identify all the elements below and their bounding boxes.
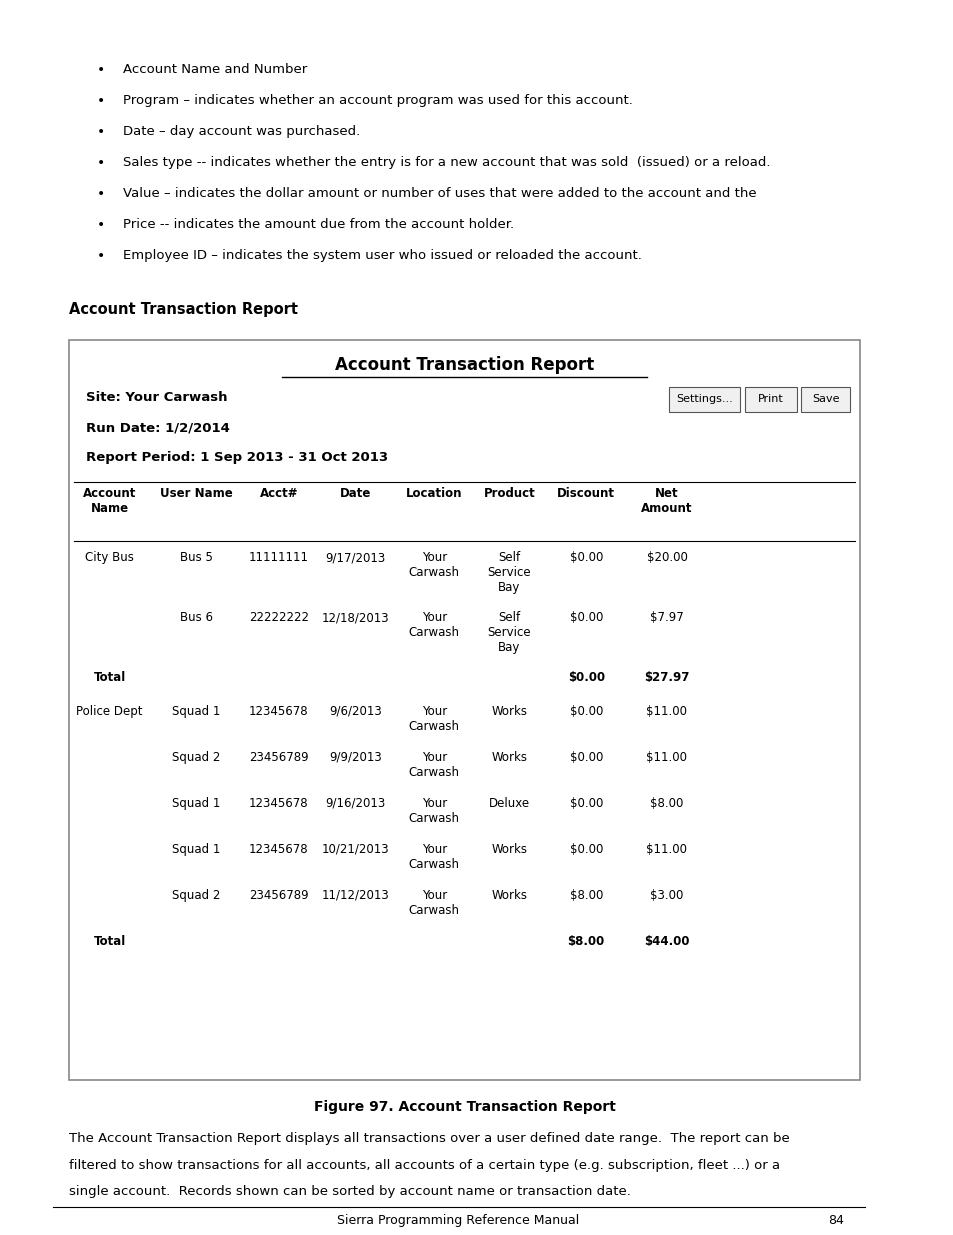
Text: Report Period: 1 Sep 2013 - 31 Oct 2013: Report Period: 1 Sep 2013 - 31 Oct 2013 xyxy=(87,451,388,464)
Text: Total: Total xyxy=(93,671,126,684)
Text: $3.00: $3.00 xyxy=(650,889,683,902)
Text: Value – indicates the dollar amount or number of uses that were added to the acc: Value – indicates the dollar amount or n… xyxy=(123,186,756,200)
Text: $0.00: $0.00 xyxy=(569,551,602,564)
Text: Settings...: Settings... xyxy=(676,394,732,404)
Text: filtered to show transactions for all accounts, all accounts of a certain type (: filtered to show transactions for all ac… xyxy=(70,1158,780,1172)
Text: $0.00: $0.00 xyxy=(569,751,602,764)
Text: Your
Carwash: Your Carwash xyxy=(409,844,459,871)
Text: Run Date: 1/2/2014: Run Date: 1/2/2014 xyxy=(87,421,230,433)
Text: 12345678: 12345678 xyxy=(249,705,308,718)
Text: 11/12/2013: 11/12/2013 xyxy=(321,889,389,902)
Text: Account Name and Number: Account Name and Number xyxy=(123,63,307,77)
Text: $11.00: $11.00 xyxy=(646,705,687,718)
Text: Your
Carwash: Your Carwash xyxy=(409,751,459,779)
FancyBboxPatch shape xyxy=(744,387,796,411)
Text: $7.97: $7.97 xyxy=(649,611,683,624)
Text: City Bus: City Bus xyxy=(85,551,133,564)
Text: Price -- indicates the amount due from the account holder.: Price -- indicates the amount due from t… xyxy=(123,219,514,231)
Text: Works: Works xyxy=(491,705,527,718)
FancyBboxPatch shape xyxy=(801,387,848,411)
Text: Deluxe: Deluxe xyxy=(488,797,529,810)
Text: 9/9/2013: 9/9/2013 xyxy=(329,751,381,764)
Text: Works: Works xyxy=(491,751,527,764)
Text: 12345678: 12345678 xyxy=(249,797,308,810)
Text: Squad 2: Squad 2 xyxy=(172,751,220,764)
Text: $0.00: $0.00 xyxy=(569,844,602,856)
Text: Self
Service
Bay: Self Service Bay xyxy=(487,611,531,655)
Text: Your
Carwash: Your Carwash xyxy=(409,611,459,638)
Text: Sales type -- indicates whether the entry is for a new account that was sold  (i: Sales type -- indicates whether the entr… xyxy=(123,156,770,169)
Text: 12/18/2013: 12/18/2013 xyxy=(321,611,389,624)
Text: Account
Name: Account Name xyxy=(83,487,136,515)
Text: 9/16/2013: 9/16/2013 xyxy=(325,797,385,810)
Text: The Account Transaction Report displays all transactions over a user defined dat: The Account Transaction Report displays … xyxy=(70,1132,789,1145)
Text: Employee ID – indicates the system user who issued or reloaded the account.: Employee ID – indicates the system user … xyxy=(123,249,641,262)
Text: Squad 1: Squad 1 xyxy=(172,797,220,810)
Text: 10/21/2013: 10/21/2013 xyxy=(321,844,389,856)
Text: $44.00: $44.00 xyxy=(643,935,689,948)
Text: Your
Carwash: Your Carwash xyxy=(409,889,459,918)
Text: Date – day account was purchased.: Date – day account was purchased. xyxy=(123,125,360,138)
Text: Squad 1: Squad 1 xyxy=(172,844,220,856)
Text: 84: 84 xyxy=(827,1214,843,1228)
Text: Account Transaction Report: Account Transaction Report xyxy=(335,356,594,374)
Text: $0.00: $0.00 xyxy=(569,611,602,624)
Text: Acct#: Acct# xyxy=(259,487,297,500)
Text: User Name: User Name xyxy=(159,487,233,500)
Text: 23456789: 23456789 xyxy=(249,751,308,764)
Text: single account.  Records shown can be sorted by account name or transaction date: single account. Records shown can be sor… xyxy=(70,1186,630,1198)
Text: $0.00: $0.00 xyxy=(569,797,602,810)
Text: •: • xyxy=(96,219,105,232)
Text: Product: Product xyxy=(483,487,535,500)
Text: $27.97: $27.97 xyxy=(643,671,689,684)
Text: Self
Service
Bay: Self Service Bay xyxy=(487,551,531,594)
Text: $0.00: $0.00 xyxy=(567,671,604,684)
Text: 11111111: 11111111 xyxy=(249,551,309,564)
Text: •: • xyxy=(96,249,105,263)
Text: •: • xyxy=(96,63,105,77)
Text: Program – indicates whether an account program was used for this account.: Program – indicates whether an account p… xyxy=(123,94,632,107)
Text: Bus 5: Bus 5 xyxy=(179,551,213,564)
Text: 23456789: 23456789 xyxy=(249,889,308,902)
Text: Police Dept: Police Dept xyxy=(76,705,143,718)
Text: 12345678: 12345678 xyxy=(249,844,308,856)
Text: Works: Works xyxy=(491,889,527,902)
Text: Account Transaction Report: Account Transaction Report xyxy=(70,303,298,317)
FancyBboxPatch shape xyxy=(668,387,740,411)
Text: Discount: Discount xyxy=(557,487,615,500)
Text: Net
Amount: Net Amount xyxy=(640,487,692,515)
Text: Figure 97. Account Transaction Report: Figure 97. Account Transaction Report xyxy=(314,1100,615,1114)
Text: 22222222: 22222222 xyxy=(249,611,309,624)
Text: Total: Total xyxy=(93,935,126,948)
Text: 9/6/2013: 9/6/2013 xyxy=(329,705,381,718)
Text: Date: Date xyxy=(339,487,371,500)
Text: Works: Works xyxy=(491,844,527,856)
Text: Print: Print xyxy=(757,394,782,404)
Text: Squad 2: Squad 2 xyxy=(172,889,220,902)
Text: Squad 1: Squad 1 xyxy=(172,705,220,718)
Text: Location: Location xyxy=(406,487,462,500)
Text: $8.00: $8.00 xyxy=(567,935,604,948)
Text: $8.00: $8.00 xyxy=(569,889,602,902)
Text: Your
Carwash: Your Carwash xyxy=(409,551,459,579)
Text: •: • xyxy=(96,94,105,107)
Text: •: • xyxy=(96,125,105,140)
Text: •: • xyxy=(96,186,105,201)
Text: •: • xyxy=(96,156,105,170)
Text: 9/17/2013: 9/17/2013 xyxy=(325,551,385,564)
Text: Site: Your Carwash: Site: Your Carwash xyxy=(87,391,228,404)
Text: Sierra Programming Reference Manual: Sierra Programming Reference Manual xyxy=(337,1214,578,1228)
Text: Bus 6: Bus 6 xyxy=(179,611,213,624)
Text: Save: Save xyxy=(811,394,839,404)
Text: $11.00: $11.00 xyxy=(646,844,687,856)
Text: $20.00: $20.00 xyxy=(646,551,687,564)
FancyBboxPatch shape xyxy=(70,340,860,1079)
Text: $0.00: $0.00 xyxy=(569,705,602,718)
Text: $8.00: $8.00 xyxy=(650,797,683,810)
Text: Your
Carwash: Your Carwash xyxy=(409,797,459,825)
Text: $11.00: $11.00 xyxy=(646,751,687,764)
Text: Your
Carwash: Your Carwash xyxy=(409,705,459,734)
